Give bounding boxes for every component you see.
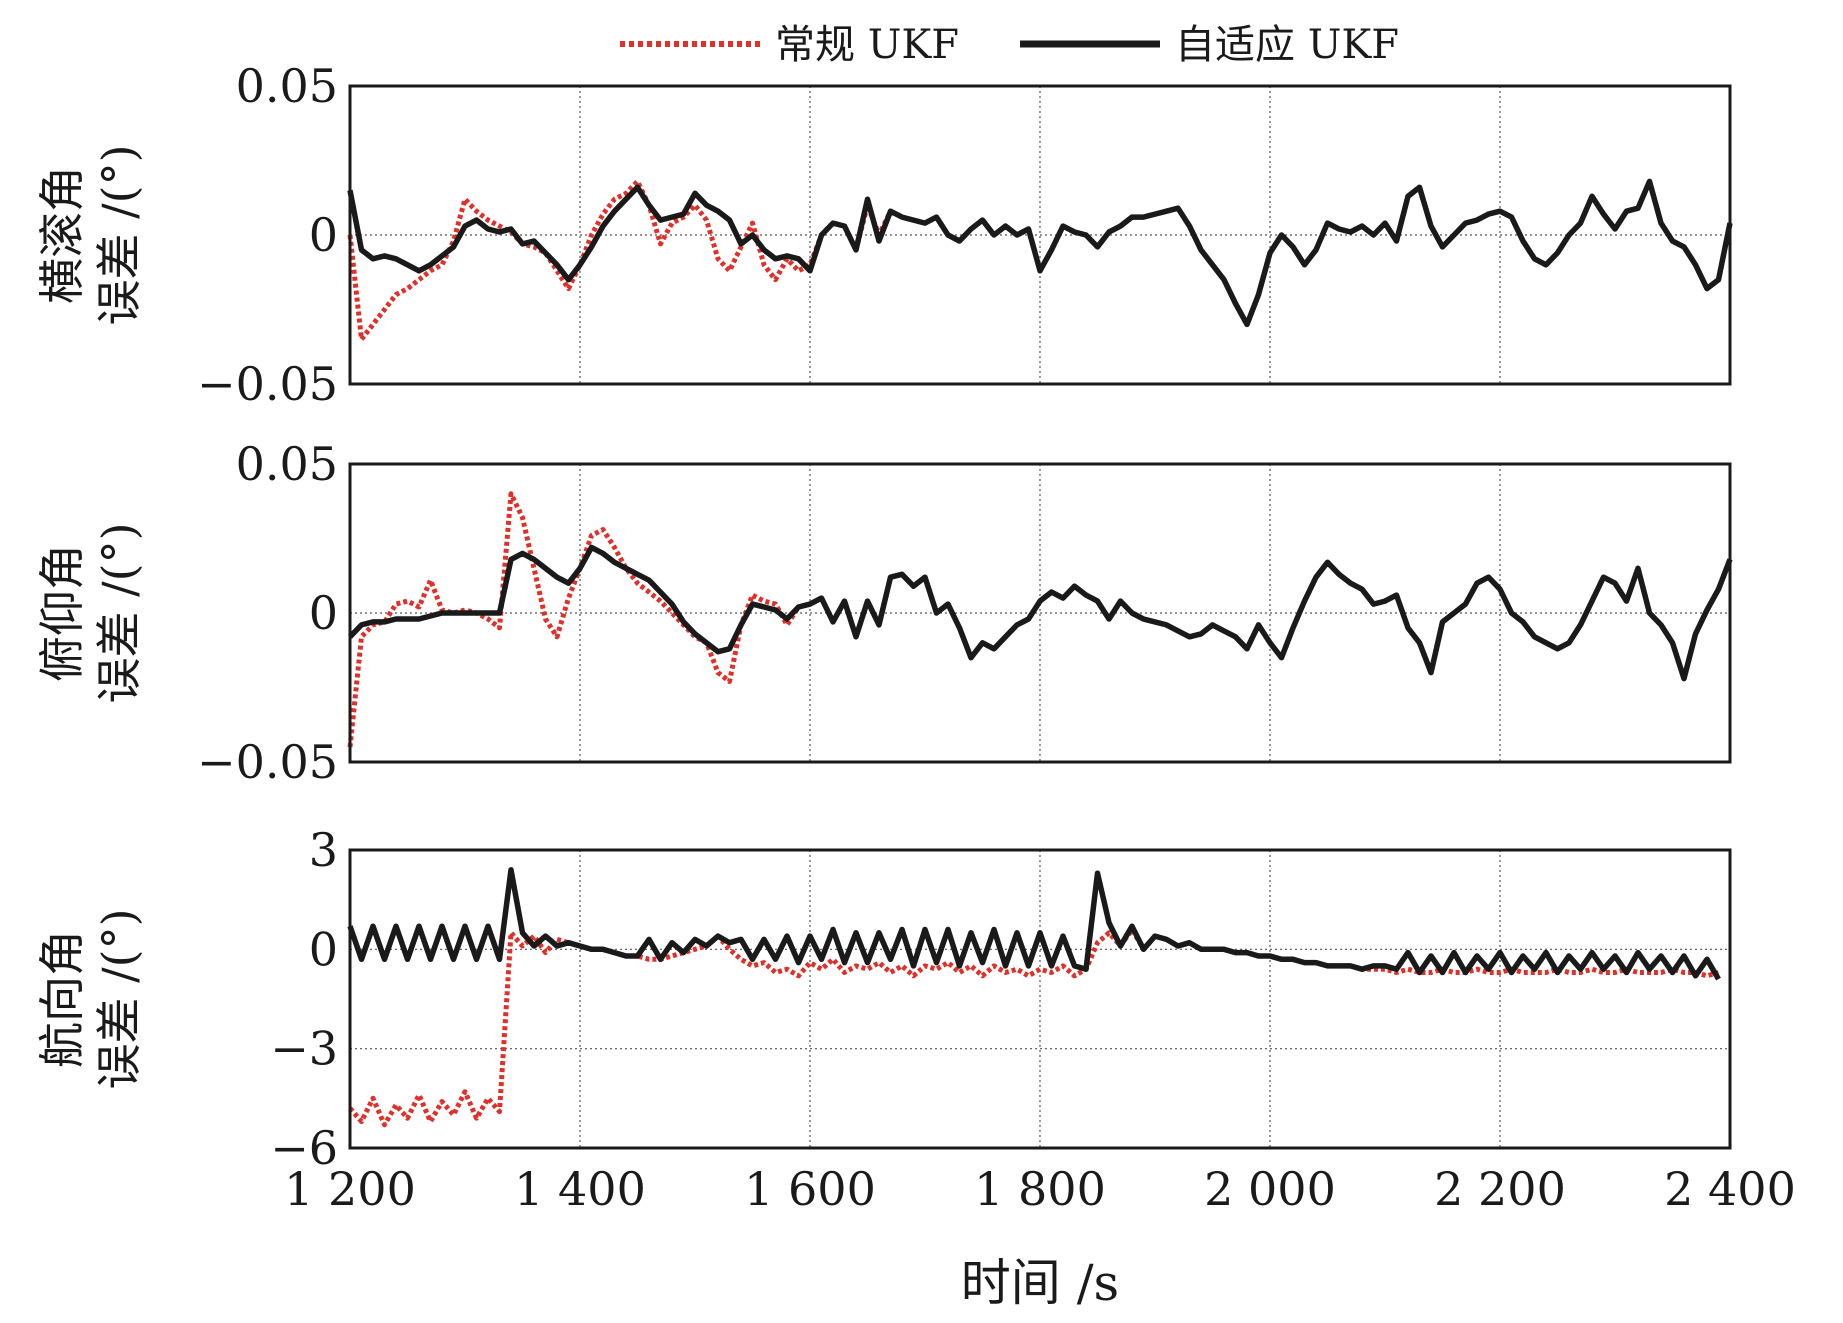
panel-heading-series [347, 867, 1721, 1128]
panel-heading-ytick-label-0: 3 [309, 823, 338, 877]
x-tick-label-3: 1 800 [974, 1162, 1106, 1216]
panel-roll-series [347, 178, 1733, 342]
panel-pitch-yticks: 0.05 0 −0.05 [197, 437, 338, 789]
panel-roll-ytick-label-0: 0.05 [236, 59, 338, 113]
panel-roll-series-conventional-ukf [347, 178, 1733, 342]
panel-roll-ytick-label-2: −0.05 [197, 357, 338, 411]
panel-pitch-ylabel-line2: 误差 /(°) [92, 522, 146, 703]
panel-pitch-ytick-label-0: 0.05 [236, 437, 338, 491]
panel-roll-ylabel-line1: 横滚角 [35, 166, 89, 304]
x-tick-label-1: 1 400 [514, 1162, 646, 1216]
panel-pitch-series [347, 491, 1733, 748]
panel-heading-frame [348, 848, 1732, 1150]
panel-heading-grid [350, 850, 1730, 1148]
panel-heading-ylabel-line2: 误差 /(°) [92, 908, 146, 1089]
panel-pitch-ytick-label-1: 0 [309, 586, 338, 640]
panel-roll-series-adaptive-ukf [347, 178, 1733, 328]
panel-pitch: 0.05 0 −0.05 俯仰角 误差 /(°) [35, 437, 1733, 789]
panel-pitch-grid [350, 464, 1730, 762]
panel-heading-series-adaptive-ukf [347, 867, 1721, 981]
panel-pitch-frame [348, 462, 1732, 764]
panel-roll-yticks: 0.05 0 −0.05 [197, 59, 338, 411]
panel-pitch-series-adaptive-ukf [348, 544, 1733, 682]
x-tick-label-4: 2 000 [1204, 1162, 1336, 1216]
panel-pitch-ytick-label-2: −0.05 [197, 735, 338, 789]
x-tick-label-0: 1 200 [284, 1162, 416, 1216]
panel-heading-yticks: 3 0 −3 −6 [270, 823, 338, 1175]
panel-pitch-ylabel-line1: 俯仰角 [35, 544, 89, 682]
panel-roll-grid [350, 86, 1730, 384]
panel-roll-ytick-label-1: 0 [309, 208, 338, 262]
panel-heading: 3 0 −3 −6 航向角 误差 /(°) [35, 823, 1732, 1175]
panel-heading-ytick-label-3: −6 [270, 1121, 338, 1175]
legend-label-conventional-ukf: 常规 UKF [775, 22, 959, 68]
x-axis-label: 时间 /s [961, 1254, 1119, 1312]
legend-label-adaptive-ukf: 自适应 UKF [1175, 22, 1399, 68]
panel-roll-ylabel-line2: 误差 /(°) [92, 144, 146, 325]
panel-roll: 0.05 0 −0.05 横滚角 误差 /(°) [35, 59, 1733, 411]
panel-heading-ylabel-line1: 航向角 [35, 930, 89, 1068]
panel-heading-series-conventional-ukf [348, 927, 1720, 1128]
panel-heading-ytick-label-1: 0 [309, 922, 338, 976]
x-tick-label-5: 2 200 [1434, 1162, 1566, 1216]
x-tick-label-2: 1 600 [744, 1162, 876, 1216]
panel-heading-ytick-label-2: −3 [270, 1022, 338, 1076]
panel-roll-frame [348, 84, 1732, 386]
x-tick-label-6: 2 400 [1664, 1162, 1796, 1216]
x-tick-labels: 1 200 1 400 1 600 1 800 2 000 2 200 2 400 [284, 1162, 1796, 1216]
legend: 常规 UKF 自适应 UKF [620, 22, 1399, 68]
